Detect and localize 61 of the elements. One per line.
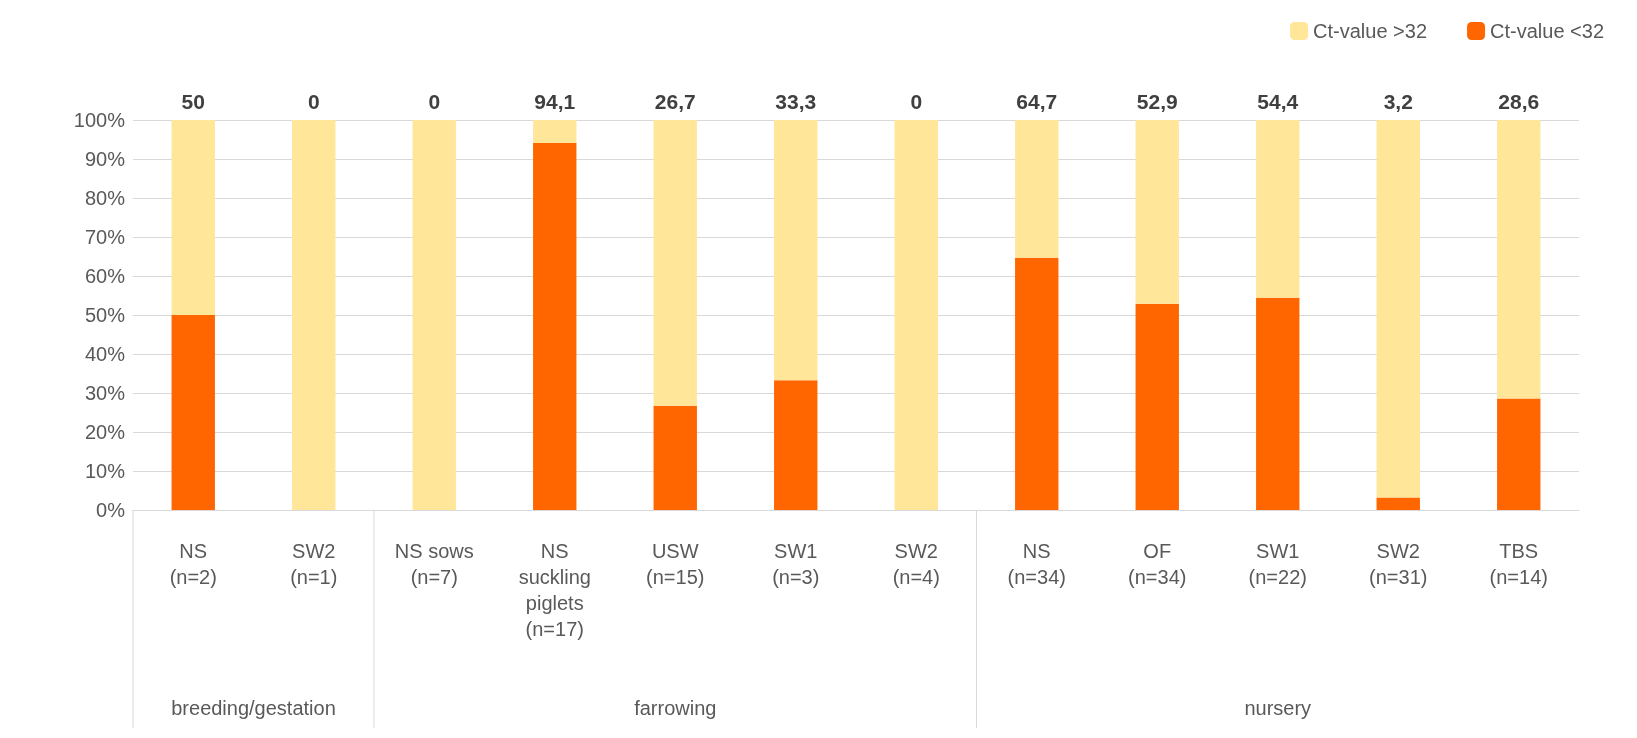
bar [171, 315, 215, 510]
annotation: 0 [428, 90, 441, 113]
y-tick-label: 100% [73, 109, 126, 131]
y-tick-label: 10% [84, 460, 126, 482]
bar [1256, 297, 1300, 510]
bar [1376, 120, 1420, 498]
bar [171, 120, 215, 315]
y-tick-label: 70% [84, 226, 126, 248]
bar [1256, 120, 1300, 298]
x-tick-label: NS (n=2) [169, 540, 217, 588]
text: farrowing [634, 697, 717, 719]
bar [1015, 257, 1059, 510]
bar [1376, 497, 1420, 510]
bar [412, 120, 456, 510]
y-tick-label: 90% [84, 148, 126, 170]
x-tick-label: SW2 (n=31) [1369, 540, 1428, 588]
y-tick-label: 50% [84, 304, 126, 326]
x-tick-label: SW2 (n=1) [290, 540, 338, 588]
bar [1497, 120, 1541, 399]
legend-label: Ct-value <32 [1490, 20, 1605, 42]
text: breeding/gestation [171, 697, 336, 719]
annotation: 64,7 [1016, 90, 1058, 113]
x-tick-label: USW (n=15) [646, 540, 705, 588]
annotation: 52,9 [1136, 90, 1178, 113]
x-tick-label: OF (n=34) [1128, 540, 1187, 588]
bar [653, 120, 697, 406]
y-tick-label: 0% [96, 499, 126, 521]
x-tick-label: TBS (n=14) [1489, 540, 1548, 588]
annotation: 0 [307, 90, 320, 113]
y-tick-label: 30% [84, 382, 126, 404]
x-tick-label: SW1 (n=22) [1248, 540, 1307, 588]
bar [1015, 120, 1059, 258]
annotation: 33,3 [775, 90, 817, 113]
bar [774, 380, 818, 510]
bar [1135, 303, 1179, 510]
x-tick-label: NS sows (n=7) [394, 540, 474, 588]
legend-label: Ct-value >32 [1313, 20, 1428, 42]
text: nursery [1244, 697, 1312, 719]
y-tick-label: 20% [84, 421, 126, 443]
bar [894, 120, 938, 510]
x-tick-label: NS (n=34) [1007, 540, 1066, 588]
bar [533, 120, 577, 144]
annotation: 0 [910, 90, 923, 113]
annotation: 54,4 [1257, 90, 1299, 113]
annotation: 26,7 [654, 90, 696, 113]
annotation: 3,2 [1383, 90, 1413, 113]
y-tick-label: 80% [84, 187, 126, 209]
annotation: 28,6 [1498, 90, 1540, 113]
bar [292, 120, 336, 510]
bar [1135, 120, 1179, 304]
annotation: 94,1 [534, 90, 576, 113]
x-tick-label: NS suckling piglets (n=17) [518, 540, 591, 640]
y-tick-label: 60% [84, 265, 126, 287]
x-tick-label: SW2 (n=4) [892, 540, 940, 588]
bar [774, 120, 818, 381]
bar [533, 143, 577, 510]
annotation: 50 [181, 90, 205, 113]
bar [653, 405, 697, 510]
bar [1497, 398, 1541, 510]
y-tick-label: 40% [84, 343, 126, 365]
x-tick-label: SW1 (n=3) [772, 540, 820, 588]
